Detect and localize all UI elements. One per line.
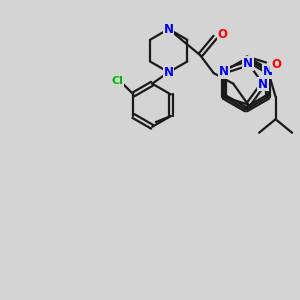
Text: N: N [164, 66, 174, 79]
Text: Cl: Cl [111, 76, 123, 86]
Text: N: N [258, 77, 268, 91]
Text: N: N [164, 22, 174, 35]
Text: N: N [263, 65, 273, 78]
Text: O: O [218, 28, 228, 40]
Text: N: N [243, 57, 253, 70]
Text: N: N [219, 65, 229, 78]
Text: O: O [271, 58, 281, 71]
